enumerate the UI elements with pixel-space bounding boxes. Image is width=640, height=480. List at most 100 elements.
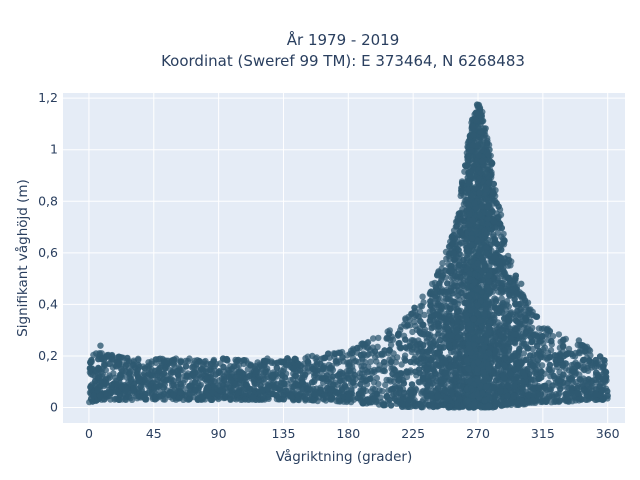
data-point (345, 375, 352, 382)
data-point (398, 361, 405, 368)
data-point (309, 365, 316, 372)
data-point (436, 344, 443, 351)
data-point (409, 328, 416, 336)
data-point (434, 403, 441, 410)
data-point (152, 356, 160, 363)
data-point (375, 334, 382, 342)
data-point (254, 359, 261, 366)
data-point (435, 323, 443, 330)
data-point (135, 361, 142, 369)
data-point (529, 324, 536, 332)
data-point (491, 303, 498, 311)
data-point (418, 348, 426, 355)
data-point (265, 393, 272, 401)
data-point (551, 352, 559, 359)
data-point (295, 360, 302, 367)
data-point (582, 349, 589, 356)
data-point (415, 378, 422, 385)
data-point (207, 360, 214, 368)
data-point (108, 381, 115, 389)
data-point (186, 382, 193, 390)
data-point (362, 366, 369, 374)
data-point (593, 362, 601, 370)
data-point (456, 261, 463, 269)
data-point (289, 365, 297, 372)
data-point (123, 374, 130, 381)
data-point (596, 353, 604, 360)
data-point (420, 331, 427, 338)
data-point (500, 300, 507, 307)
data-point (574, 385, 581, 392)
data-point (354, 394, 362, 402)
data-point (396, 386, 404, 393)
data-point (370, 335, 377, 342)
data-point (182, 363, 190, 370)
data-point (582, 344, 589, 351)
data-point (450, 298, 457, 305)
data-point (403, 368, 410, 375)
data-point (141, 376, 148, 383)
data-point (548, 393, 556, 400)
data-point (442, 369, 450, 376)
data-point (441, 298, 448, 305)
data-point (282, 387, 290, 394)
data-point (525, 392, 532, 399)
data-point (434, 392, 442, 400)
data-point (388, 358, 395, 366)
data-point (247, 362, 254, 369)
data-point (537, 391, 544, 398)
data-point (371, 390, 379, 397)
data-point (430, 333, 438, 340)
data-point (102, 379, 110, 387)
data-point (142, 391, 149, 398)
data-point (451, 235, 458, 243)
data-point (302, 371, 309, 378)
data-point (497, 388, 504, 395)
data-point (350, 379, 357, 386)
data-point (172, 355, 180, 362)
data-point (547, 386, 555, 393)
data-point (513, 360, 520, 368)
data-point (177, 380, 184, 388)
data-point (565, 345, 573, 353)
data-point (560, 336, 567, 343)
data-point (498, 224, 505, 232)
data-point (538, 362, 546, 369)
data-point (389, 336, 397, 343)
data-point (577, 346, 584, 354)
data-point (424, 366, 431, 373)
data-point (556, 397, 564, 404)
data-point (523, 304, 530, 311)
data-point (416, 308, 424, 315)
data-point (519, 340, 526, 347)
data-point (408, 381, 416, 388)
data-point (160, 370, 168, 377)
data-point (432, 370, 439, 377)
data-point (546, 366, 553, 373)
data-point (568, 350, 575, 357)
data-point (419, 374, 426, 382)
data-point (411, 304, 418, 311)
data-point (357, 380, 364, 388)
data-point (453, 222, 460, 230)
data-point (402, 336, 409, 343)
data-point (428, 390, 435, 398)
data-point (114, 395, 121, 403)
data-point (438, 354, 446, 361)
data-point (349, 355, 357, 362)
data-point (554, 377, 561, 384)
data-point (458, 179, 466, 187)
data-point (495, 203, 502, 210)
data-point (488, 160, 496, 167)
data-point (259, 366, 266, 373)
data-point (419, 321, 426, 328)
data-point (492, 377, 500, 384)
data-point (490, 384, 497, 392)
data-point (122, 362, 129, 369)
data-point (538, 325, 546, 333)
data-point (436, 349, 443, 356)
data-point (527, 352, 534, 359)
data-point (191, 379, 199, 386)
data-point (226, 384, 234, 391)
data-point (495, 356, 502, 363)
